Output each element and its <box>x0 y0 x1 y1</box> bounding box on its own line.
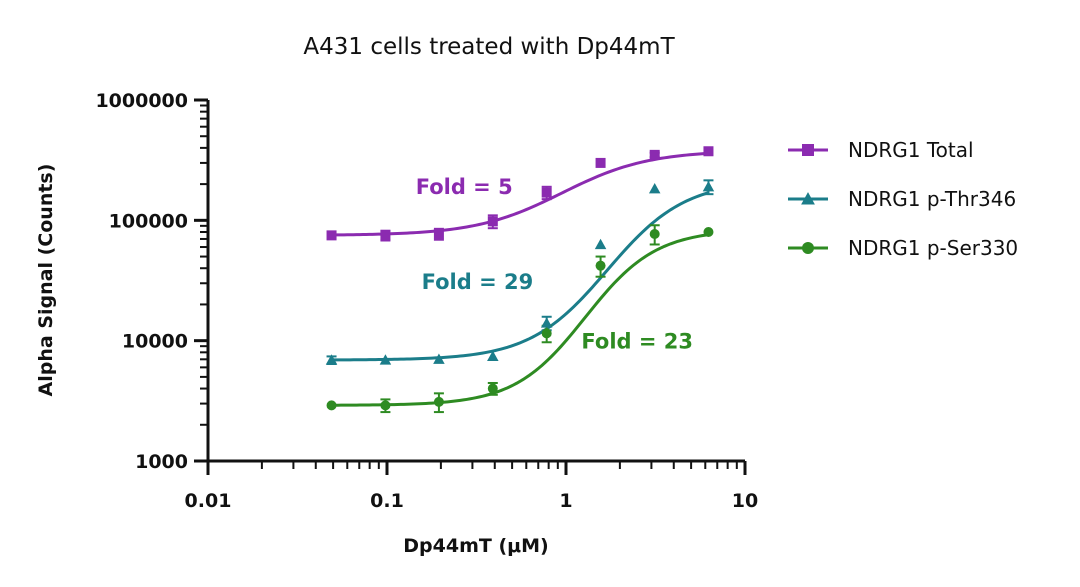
y-tick-label: 1000 <box>135 451 188 473</box>
data-point-triangle <box>379 354 392 365</box>
fold-annotation: Fold = 23 <box>581 330 693 354</box>
data-point-square <box>649 149 660 160</box>
fit-curve-ndrg1-p-ser330 <box>331 233 709 407</box>
data-point-triangle <box>487 350 499 362</box>
data-point-circle <box>326 400 337 411</box>
data-point-circle <box>595 260 606 271</box>
data-point-square <box>541 187 552 198</box>
data-point-triangle <box>648 183 661 194</box>
y-axis-label: Alpha Signal (Counts) <box>35 164 57 397</box>
chart-title: A431 cells treated with Dp44mT <box>303 34 675 60</box>
data-point-square <box>595 157 606 168</box>
y-tick-label: 1000000 <box>95 90 188 112</box>
data-point-circle <box>703 226 714 237</box>
y-tick-label: 10000 <box>122 331 188 353</box>
plot-area: 0.01 0.1 1 10 1000 10000 100000 1000000 Fold =… <box>95 90 758 512</box>
legend-marker-circle <box>802 242 814 254</box>
data-point-circle <box>487 383 498 394</box>
data-markers <box>325 146 715 411</box>
legend-item: NDRG1 p-Thr346 <box>788 187 1016 211</box>
x-axis-label: Dp44mT (μM) <box>403 535 548 557</box>
fold-annotations: Fold = 5 Fold = 29 Fold = 23 <box>416 175 693 353</box>
legend-item: NDRG1 Total <box>788 138 974 162</box>
legend-item: NDRG1 p-Ser330 <box>788 236 1018 260</box>
fit-curves <box>331 151 709 407</box>
x-tick-label: 0.01 <box>185 490 232 512</box>
y-tick-label: 100000 <box>109 210 188 232</box>
x-tick-label: 10 <box>732 490 758 512</box>
legend-label: NDRG1 p-Thr346 <box>848 187 1016 211</box>
data-point-circle <box>380 400 391 411</box>
data-point-circle <box>649 228 660 239</box>
data-point-circle <box>433 396 444 407</box>
data-point-square <box>433 228 444 239</box>
legend: NDRG1 Total NDRG1 p-Thr346 NDRG1 p-Ser330 <box>788 138 1018 260</box>
data-point-triangle <box>540 317 553 328</box>
fit-curve-ndrg1-p-thr346 <box>331 191 709 362</box>
data-point-square <box>487 216 498 227</box>
y-axis-ticks: 1000 10000 100000 1000000 <box>95 90 208 473</box>
data-point-triangle <box>433 353 445 364</box>
legend-label: NDRG1 Total <box>848 138 974 162</box>
data-point-square <box>703 146 714 157</box>
data-point-triangle <box>325 354 338 365</box>
data-point-triangle <box>594 238 607 250</box>
data-point-triangle <box>702 181 715 192</box>
x-axis-ticks: 0.01 0.1 1 10 <box>185 461 758 512</box>
legend-marker-square <box>802 144 814 156</box>
x-tick-label: 1 <box>559 490 572 512</box>
fit-curve-ndrg1-total <box>331 151 709 237</box>
data-point-square <box>380 230 391 241</box>
x-tick-label: 0.1 <box>370 490 404 512</box>
legend-marker-triangle <box>801 192 815 205</box>
fold-annotation: Fold = 5 <box>416 175 513 199</box>
legend-label: NDRG1 p-Ser330 <box>848 236 1018 260</box>
data-point-circle <box>541 328 552 339</box>
data-point-square <box>326 230 337 241</box>
fold-annotation: Fold = 29 <box>422 270 534 294</box>
